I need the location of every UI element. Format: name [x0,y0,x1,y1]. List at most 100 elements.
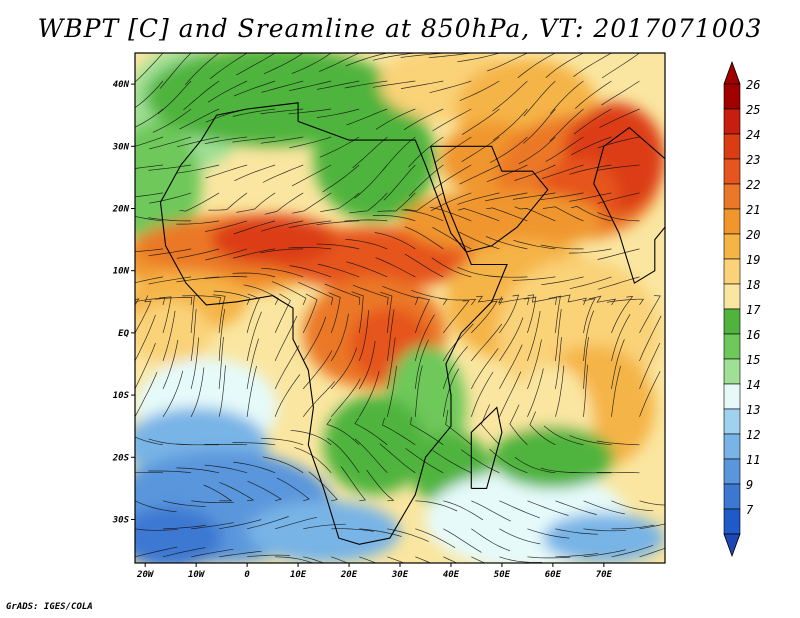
streamline [149,192,192,204]
streamline [639,342,661,390]
streamline [232,248,276,259]
streamline [316,108,360,118]
colorbar-box [723,133,741,160]
streamline [236,192,276,213]
streamline [429,80,472,94]
streamline [434,136,472,164]
streamline [191,500,234,504]
streamline [375,108,416,130]
streamline [135,192,136,194]
streamline [260,248,304,254]
colorbar-box [723,408,741,435]
colorbar-label: 12 [746,428,760,442]
streamline [92,471,135,473]
streamline [527,368,544,417]
streamline [430,192,472,212]
streamline [442,346,468,390]
streamline [205,164,248,179]
streamline [430,206,472,222]
streamline [247,554,290,558]
colorbar-label: 25 [746,103,760,117]
streamline [316,243,360,250]
streamline [574,80,612,109]
streamline [471,556,487,563]
colorbar-box [723,433,741,460]
streamline [354,417,388,446]
streamline [606,298,645,306]
streamline [213,290,251,306]
streamline [460,449,500,474]
streamline [470,348,499,390]
streamline [527,500,569,516]
streamline [208,192,248,211]
colorbar-label: 11 [746,453,760,467]
streamline [289,80,332,92]
streamline [203,484,233,502]
colorbar-label: 18 [746,278,760,292]
streamline [152,108,192,133]
colorbar-box [723,333,741,360]
streamline [588,295,617,306]
streamline [162,310,176,362]
streamline [135,53,136,54]
streamline [461,108,500,135]
streamline [514,206,556,222]
streamline [583,310,595,361]
field-patch [542,513,665,563]
streamline [499,371,522,417]
streamline [233,220,276,235]
streamline [345,238,388,250]
streamline [540,244,584,250]
streamline [274,345,300,390]
streamline [457,53,500,63]
streamline [514,457,556,474]
streamline [527,339,542,390]
streamline [415,528,456,549]
streamline [260,136,304,144]
streamline [190,337,199,389]
streamline [597,212,640,222]
streamline [499,294,520,334]
streamline [191,548,234,558]
streamline [294,447,332,474]
streamline [176,467,220,474]
colorbar-label: 16 [746,328,760,342]
colorbar-box [723,508,741,535]
colorbar-label: 24 [746,128,760,142]
streamline [135,276,136,278]
streamline [135,248,136,250]
streamline [415,500,458,512]
streamline [596,440,640,446]
map-title: WBPT [C] and Sreamline at 850hPa, VT: 20… [37,14,763,43]
streamline [568,471,612,474]
streamline [517,53,556,79]
colorbar-label: 26 [746,78,760,92]
streamline [264,192,304,215]
streamline [344,219,388,222]
streamline [326,418,360,446]
streamline [480,404,500,446]
field-patch [247,500,400,563]
streamline [383,164,416,201]
streamline [205,220,248,232]
streamline [372,53,416,61]
streamline [523,108,556,144]
streamline [135,136,164,147]
streamline [499,528,541,545]
streamline [403,108,444,131]
streamline [176,248,220,259]
streamline [219,519,262,530]
colorbar-label: 17 [746,303,761,317]
colorbar-bottom-arrow [723,533,741,558]
streamline [555,365,565,417]
streamline [183,80,220,111]
streamline [601,80,640,106]
streamline [271,281,307,306]
streamline [176,276,220,283]
streamline [176,443,220,446]
streamline [400,80,444,89]
streamline [382,136,416,171]
streamline [541,276,584,286]
streamline [596,471,640,474]
streamline [458,231,500,250]
